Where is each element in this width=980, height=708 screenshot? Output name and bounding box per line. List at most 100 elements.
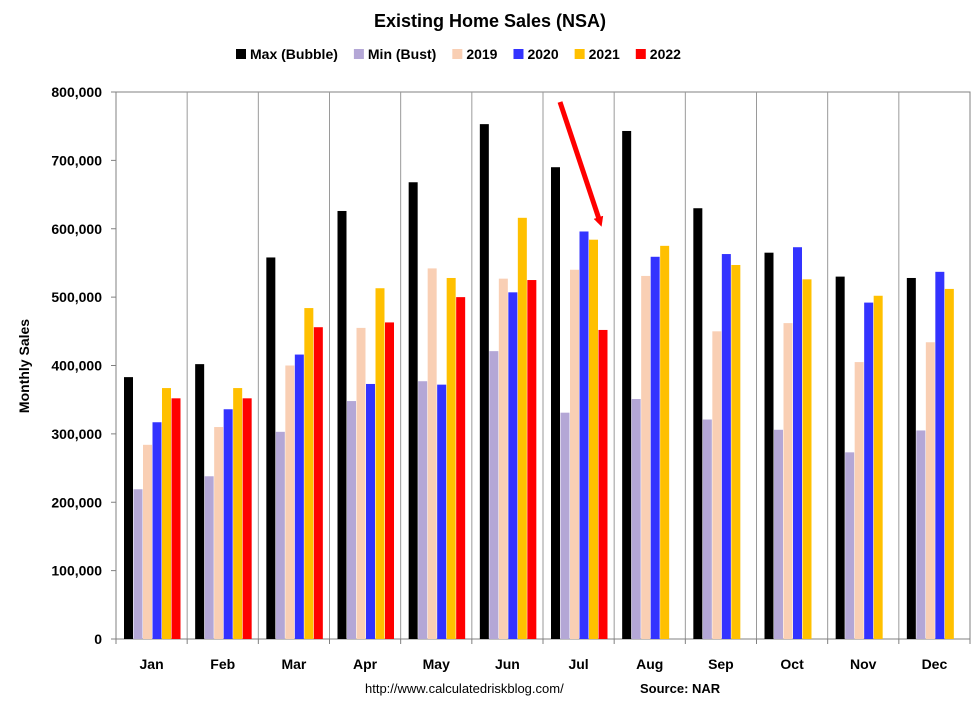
legend-label: Min (Bust) — [368, 46, 436, 62]
x-tick-label: Sep — [708, 656, 734, 672]
y-tick-label: 200,000 — [51, 494, 102, 510]
bar — [864, 302, 874, 639]
bar — [337, 210, 347, 639]
annotation-arrow — [557, 101, 604, 227]
bar — [570, 269, 579, 639]
bar — [214, 427, 224, 639]
bar — [162, 388, 171, 639]
x-tick-label: Oct — [780, 656, 804, 672]
x-tick-label: Jun — [495, 656, 520, 672]
bar — [479, 124, 489, 640]
bar — [551, 167, 560, 639]
bar — [693, 208, 703, 640]
y-tick-label: 300,000 — [51, 426, 102, 442]
bar — [935, 271, 945, 639]
bar — [266, 257, 276, 639]
bar — [783, 323, 793, 639]
legend-label: 2019 — [466, 46, 497, 62]
bar — [925, 342, 935, 639]
bar — [446, 277, 456, 639]
bar — [650, 256, 660, 639]
bar — [313, 327, 323, 639]
chart-title: Existing Home Sales (NSA) — [374, 11, 606, 31]
y-tick-label: 600,000 — [51, 221, 102, 237]
x-tick-label: Feb — [210, 656, 235, 672]
bar — [835, 276, 845, 639]
bar — [944, 288, 954, 639]
y-tick-label: 800,000 — [51, 84, 102, 100]
legend-swatch — [236, 49, 246, 59]
bar — [304, 308, 314, 639]
bar — [641, 275, 651, 639]
bar — [916, 430, 926, 639]
y-tick-label: 100,000 — [51, 563, 102, 579]
bar — [204, 476, 214, 639]
bar — [845, 452, 855, 639]
bar — [598, 329, 608, 639]
y-axis-title: Monthly Sales — [16, 319, 32, 413]
bar — [223, 409, 233, 639]
bar — [195, 364, 205, 639]
bar — [774, 429, 783, 639]
bar — [631, 399, 641, 639]
bar — [498, 278, 508, 639]
bar — [721, 254, 731, 639]
bar — [366, 383, 375, 639]
legend-label: 2022 — [650, 46, 681, 62]
x-tick-label: Jan — [140, 656, 164, 672]
y-tick-label: 700,000 — [51, 152, 102, 168]
bar — [375, 288, 385, 639]
bar — [712, 331, 722, 639]
legend-swatch — [635, 49, 646, 59]
bar — [560, 412, 570, 639]
bar — [456, 297, 466, 639]
footer-url: http://www.calculatedriskblog.com/ — [365, 681, 564, 696]
bar — [275, 431, 285, 639]
bar — [854, 362, 864, 639]
bar — [622, 130, 632, 639]
x-tick-label: Aug — [636, 656, 663, 672]
bar — [660, 245, 670, 639]
bar — [242, 398, 252, 639]
bar — [906, 277, 916, 639]
bar — [133, 489, 143, 639]
bar — [356, 327, 366, 639]
bar — [764, 252, 774, 639]
legend-swatch — [452, 49, 463, 59]
bar — [294, 354, 304, 639]
x-tick-label: Jul — [568, 656, 588, 672]
footer-source: Source: NAR — [640, 681, 721, 696]
bar — [489, 351, 499, 639]
legend-swatch — [574, 49, 585, 59]
legend-label: Max (Bubble) — [250, 46, 338, 62]
bar — [233, 388, 243, 639]
bar — [418, 381, 428, 639]
x-tick-label: Mar — [281, 656, 306, 672]
bar — [427, 268, 437, 639]
bar — [579, 231, 589, 640]
bar — [527, 280, 537, 639]
bar — [437, 384, 447, 639]
x-tick-label: Nov — [850, 656, 877, 672]
bar — [408, 182, 418, 639]
legend-swatch — [353, 49, 364, 59]
legend-label: 2020 — [527, 46, 558, 62]
plot-area: 0 100,000 200,000 300,000 400,000 500,000 600,… — [51, 84, 971, 672]
y-tick-label: 0 — [94, 631, 102, 647]
bar — [508, 292, 518, 639]
bar — [589, 239, 598, 639]
bar — [793, 247, 802, 639]
x-tick-label: May — [423, 656, 450, 672]
x-tick-label: Dec — [922, 656, 948, 672]
legend-label: 2021 — [589, 46, 620, 62]
bar — [143, 444, 152, 639]
bar — [702, 419, 712, 639]
bar — [385, 322, 394, 639]
bar — [152, 422, 162, 639]
legend: Max (Bubble) Min (Bust) 2019 2020 2021 2022 — [236, 46, 681, 62]
bar — [802, 279, 812, 639]
bar — [731, 264, 741, 639]
y-tick-label: 400,000 — [51, 358, 102, 374]
bar — [517, 217, 527, 639]
